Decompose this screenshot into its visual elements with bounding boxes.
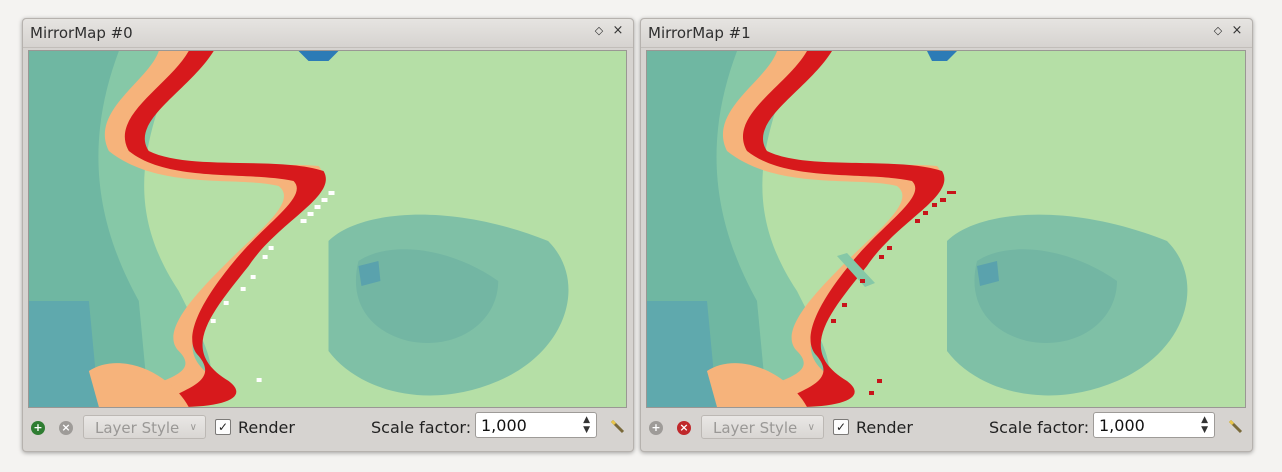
scale-factor-value: 1,000 bbox=[1099, 416, 1145, 435]
chevron-down-icon: ∨ bbox=[807, 422, 815, 433]
render-checkbox[interactable]: ✓ bbox=[215, 419, 231, 435]
layer-style-dropdown[interactable]: Layer Style ∨ bbox=[83, 415, 206, 439]
remove-layer-icon[interactable]: × bbox=[677, 421, 691, 435]
layer-style-label: Layer Style bbox=[713, 419, 798, 437]
panel-title: MirrorMap #0 bbox=[30, 24, 133, 42]
close-icon[interactable]: × bbox=[1231, 23, 1243, 38]
selection-dots bbox=[831, 191, 956, 395]
panel-toolbar: + × Layer Style ∨ ✓ Render Scale factor:… bbox=[23, 412, 633, 448]
map-render bbox=[647, 51, 1245, 407]
mirror-map-panel-1: MirrorMap #1 ◇ × bbox=[640, 18, 1253, 452]
scale-factor-spinbox[interactable]: 1,000 ▲ ▼ bbox=[475, 412, 597, 438]
render-label: Render bbox=[238, 418, 295, 437]
map-canvas[interactable] bbox=[646, 50, 1246, 408]
scale-factor-spinbox[interactable]: 1,000 ▲ ▼ bbox=[1093, 412, 1215, 438]
panel-title: MirrorMap #1 bbox=[648, 24, 751, 42]
magic-wand-icon[interactable] bbox=[608, 417, 626, 435]
magic-wand-icon[interactable] bbox=[1226, 417, 1244, 435]
add-layer-icon[interactable]: + bbox=[649, 421, 663, 435]
render-label: Render bbox=[856, 418, 913, 437]
panel-titlebar[interactable]: MirrorMap #1 ◇ × bbox=[641, 19, 1252, 48]
mirror-map-panel-0: MirrorMap #0 ◇ × + bbox=[22, 18, 634, 452]
map-canvas[interactable] bbox=[28, 50, 627, 408]
spin-arrows-icon[interactable]: ▲ ▼ bbox=[1201, 415, 1208, 435]
spin-arrows-icon[interactable]: ▲ ▼ bbox=[583, 415, 590, 435]
float-icon[interactable]: ◇ bbox=[1213, 24, 1223, 37]
chevron-down-icon: ∨ bbox=[189, 422, 197, 433]
selection-dots bbox=[210, 191, 335, 382]
panel-titlebar[interactable]: MirrorMap #0 ◇ × bbox=[23, 19, 633, 48]
add-layer-icon[interactable]: + bbox=[31, 421, 45, 435]
scale-factor-label: Scale factor: bbox=[371, 418, 472, 437]
close-icon[interactable]: × bbox=[612, 23, 624, 38]
panel-toolbar: + × Layer Style ∨ ✓ Render Scale factor:… bbox=[641, 412, 1252, 448]
scale-factor-value: 1,000 bbox=[481, 416, 527, 435]
layer-style-dropdown[interactable]: Layer Style ∨ bbox=[701, 415, 824, 439]
float-icon[interactable]: ◇ bbox=[594, 24, 604, 37]
map-render bbox=[29, 51, 626, 407]
scale-factor-label: Scale factor: bbox=[989, 418, 1090, 437]
layer-style-label: Layer Style bbox=[95, 419, 180, 437]
render-checkbox[interactable]: ✓ bbox=[833, 419, 849, 435]
remove-layer-icon[interactable]: × bbox=[59, 421, 73, 435]
